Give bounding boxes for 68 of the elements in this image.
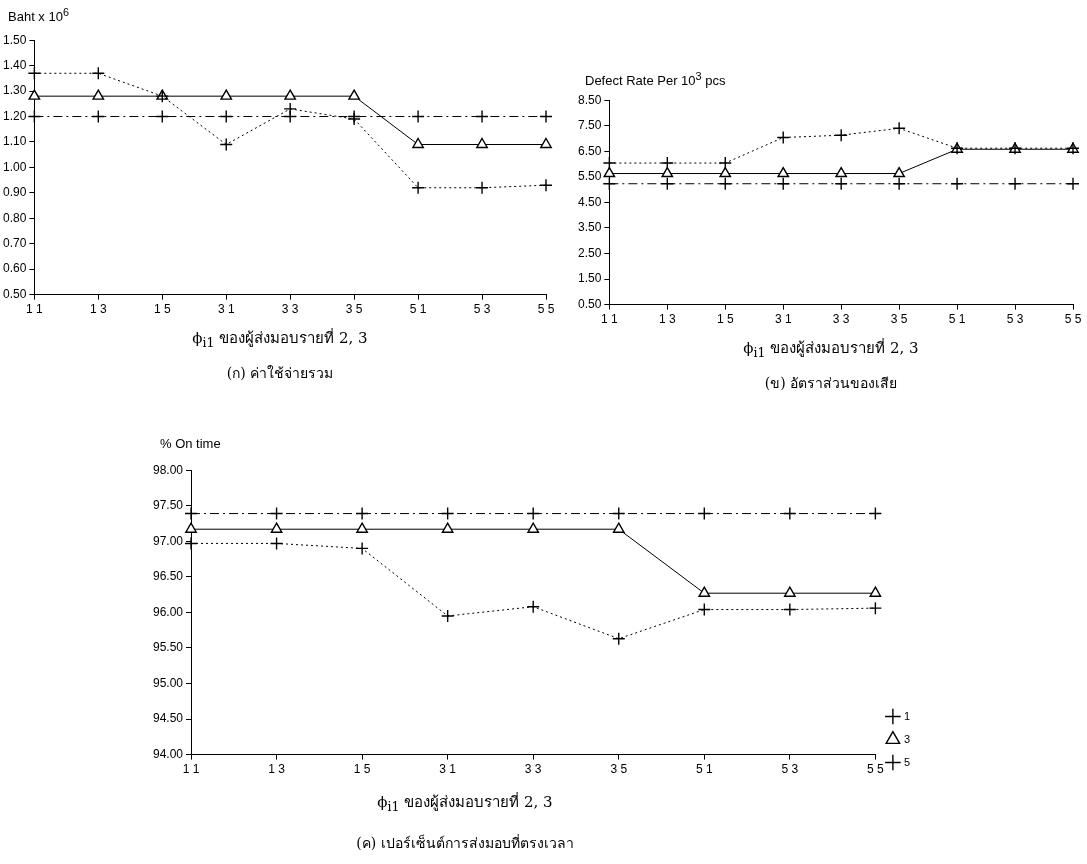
y-tick-label: 1.50 xyxy=(578,271,602,286)
x-tick-label: 3 5 xyxy=(890,312,908,327)
x-axis-title: ϕ$_{i1}$ ของผู้ส่งมอบรายที่ 2, 3 xyxy=(191,327,369,350)
x-tick-label: 3 5 xyxy=(345,302,363,317)
y-tick-label: 1.10 xyxy=(3,134,27,149)
x-tick-label: 1 3 xyxy=(89,302,107,317)
legend-label: 3 xyxy=(903,732,911,745)
y-tick-label: 95.50 xyxy=(153,640,184,655)
x-tick-label: 1 5 xyxy=(353,762,371,777)
x-tick-label: 5 5 xyxy=(867,762,885,777)
x-tick-label: 5 1 xyxy=(695,762,713,777)
x-tick-label: 1 5 xyxy=(716,312,734,327)
y-tick-label: 0.70 xyxy=(3,236,27,251)
y-tick-label: 4.50 xyxy=(578,194,602,209)
x-tick-label: 3 3 xyxy=(832,312,850,327)
y-tick-label: 95.00 xyxy=(153,675,184,690)
x-tick-label: 1 3 xyxy=(268,762,286,777)
text: (ข) อัตราส่วนของเสีย xyxy=(763,374,899,393)
x-tick-label: 1 1 xyxy=(182,762,200,777)
y-tick-label: 0.90 xyxy=(3,185,27,200)
x-tick-label: 5 5 xyxy=(537,302,555,317)
y-tick-label: 94.00 xyxy=(153,746,184,761)
y-axis-title: Defect Rate Per 10$^{3}$ pcs xyxy=(585,70,726,89)
y-tick-label: 6.50 xyxy=(578,143,602,158)
y-tick-label: 97.50 xyxy=(153,498,184,513)
y-tick-label: 0.50 xyxy=(578,296,602,311)
y-tick-label: 3.50 xyxy=(578,220,602,235)
y-tick-label: 1.40 xyxy=(3,57,27,72)
y-tick-label: 7.50 xyxy=(578,118,602,133)
y-tick-label: 8.50 xyxy=(578,92,602,107)
y-tick-label: 2.50 xyxy=(578,245,602,260)
x-axis-title: ϕ$_{i1}$ ของผู้ส่งมอบรายที่ 2, 3 xyxy=(376,791,554,814)
x-tick-label: 3 3 xyxy=(524,762,542,777)
x-tick-label: 1 3 xyxy=(658,312,676,327)
y-tick-label: 0.60 xyxy=(3,261,27,276)
x-tick-label: 3 5 xyxy=(610,762,628,777)
y-tick-label: 94.50 xyxy=(153,711,184,726)
y-tick-label: 5.50 xyxy=(578,169,602,184)
x-tick-label: 5 3 xyxy=(1006,312,1024,327)
x-tick-label: 1 1 xyxy=(601,312,619,327)
x-tick-label: 1 5 xyxy=(153,302,171,317)
x-tick-label: 3 1 xyxy=(439,762,457,777)
y-tick-label: 1.00 xyxy=(3,159,27,174)
y-tick-label: 96.50 xyxy=(153,569,184,584)
legend-label: 1 xyxy=(903,709,911,722)
y-tick-label: 0.50 xyxy=(3,286,27,301)
x-tick-label: 3 1 xyxy=(217,302,235,317)
x-axis-title: ϕ$_{i1}$ ของผู้ส่งมอบรายที่ 2, 3 xyxy=(742,337,920,360)
y-tick-label: 0.80 xyxy=(3,210,27,225)
x-tick-label: 1 1 xyxy=(26,302,44,317)
x-tick-label: 3 1 xyxy=(774,312,792,327)
y-tick-label: 1.30 xyxy=(3,83,27,98)
y-tick-label: 98.00 xyxy=(153,462,184,477)
y-tick-label: 1.20 xyxy=(3,108,27,123)
text: (ค) เปอร์เซ็นต์การส่งมอบที่ตรงเวลา xyxy=(355,833,575,853)
y-tick-label: 97.00 xyxy=(153,533,184,548)
x-tick-label: 5 1 xyxy=(948,312,966,327)
y-axis-title: % On time xyxy=(160,436,221,451)
x-tick-label: 5 1 xyxy=(409,302,427,317)
y-axis-title: Baht x 10$^{6}$ xyxy=(8,6,69,25)
y-tick-label: 96.00 xyxy=(153,604,184,619)
x-tick-label: 3 3 xyxy=(281,302,299,317)
x-tick-label: 5 3 xyxy=(473,302,491,317)
text: (ก) ค่าใช้จ่ายรวม xyxy=(225,364,335,383)
legend-label: 5 xyxy=(903,755,911,768)
x-tick-label: 5 5 xyxy=(1064,312,1082,327)
x-tick-label: 5 3 xyxy=(781,762,799,777)
y-tick-label: 1.50 xyxy=(3,32,27,47)
